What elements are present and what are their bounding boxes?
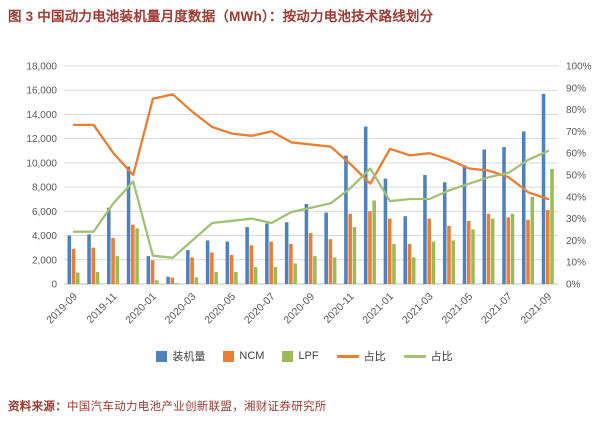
x-axis-labels: 2019-09 2019-11 2020-01 2020-03 2020-05 2020-… (44, 291, 554, 327)
svg-text:2020-01: 2020-01 (123, 291, 159, 327)
svg-text:0: 0 (51, 280, 57, 291)
figure-title: 图 3 中国动力电池装机量月度数据（MWh）：按动力电池技术路线划分 (8, 9, 434, 24)
source-label: 资料来源： (8, 401, 67, 413)
legend-label-lpf-share: 占比 (430, 351, 453, 363)
svg-text:10%: 10% (566, 258, 586, 269)
svg-text:50%: 50% (566, 171, 586, 182)
legend-label-installed: 装机量 (172, 351, 206, 363)
svg-text:60%: 60% (566, 149, 586, 160)
svg-text:16,000: 16,000 (26, 86, 57, 97)
svg-text:2021-07: 2021-07 (479, 291, 515, 327)
grid-lines (64, 65, 558, 285)
bars-lpf (76, 168, 554, 284)
svg-text:2020-05: 2020-05 (202, 291, 238, 327)
bars-installed (67, 93, 546, 284)
svg-text:30%: 30% (566, 214, 586, 225)
legend-label-ncm: NCM (239, 350, 265, 362)
legend-item-ncm: NCM (223, 350, 264, 362)
legend-label-lpf: LPF (298, 350, 319, 362)
line-lpf-share (72, 149, 550, 259)
svg-text:12,000: 12,000 (26, 134, 57, 145)
svg-text:40%: 40% (566, 192, 586, 203)
svg-text:70%: 70% (566, 127, 586, 138)
svg-text:20%: 20% (566, 236, 586, 247)
legend-item-lpf: LPF (282, 350, 319, 362)
svg-text:8,000: 8,000 (32, 183, 57, 194)
bars-ncm (71, 210, 550, 284)
svg-text:2021-09: 2021-09 (518, 291, 554, 327)
svg-text:2,000: 2,000 (32, 255, 57, 266)
svg-text:6,000: 6,000 (32, 207, 57, 218)
legend-line-swatch-ncm-share (336, 354, 359, 358)
svg-text:80%: 80% (566, 105, 586, 116)
legend-label-ncm-share: 占比 (363, 351, 386, 363)
chart-canvas: 0 2,000 4,000 6,000 8,000 10,000 12,000 14,000 1… (26, 62, 592, 327)
line-ncm-share (72, 93, 550, 201)
y-axis-right-labels: 0% 10% 20% 30% 40% 50% 60% 70% 80% 90% 100% (566, 62, 592, 291)
legend-square-swatch-ncm (223, 350, 235, 362)
svg-text:2020-09: 2020-09 (281, 291, 317, 327)
svg-text:2020-07: 2020-07 (242, 291, 278, 327)
y-axis-left-labels: 0 2,000 4,000 6,000 8,000 10,000 12,000 14,000 1… (26, 62, 57, 291)
svg-text:18,000: 18,000 (26, 62, 57, 73)
svg-text:2020-03: 2020-03 (163, 291, 199, 327)
svg-text:90%: 90% (566, 83, 586, 94)
svg-text:14,000: 14,000 (26, 110, 57, 121)
source-text: 中国汽车动力电池产业创新联盟，湘财证券研究所 (67, 401, 327, 413)
legend-square-swatch-lpf (282, 350, 294, 362)
source-note: 资料来源：中国汽车动力电池产业创新联盟，湘财证券研究所 (8, 398, 327, 414)
svg-text:4,000: 4,000 (32, 231, 57, 242)
legend-line-swatch-lpf-share (403, 354, 426, 358)
legend-item-installed: 装机量 (156, 348, 205, 364)
svg-text:100%: 100% (566, 62, 592, 73)
svg-text:2020-11: 2020-11 (321, 291, 356, 326)
svg-text:2019-09: 2019-09 (44, 291, 80, 327)
chart-legend: 装机量 NCM LPF 占比 占比 (0, 348, 609, 364)
svg-text:2021-01: 2021-01 (360, 291, 396, 327)
svg-text:2021-03: 2021-03 (400, 291, 436, 327)
legend-item-ncm-share: 占比 (336, 348, 386, 364)
svg-text:0%: 0% (566, 280, 581, 291)
svg-text:2019-11: 2019-11 (84, 291, 119, 326)
svg-text:10,000: 10,000 (26, 158, 57, 169)
svg-text:2021-05: 2021-05 (439, 291, 475, 327)
legend-square-swatch-installed (156, 350, 168, 362)
legend-item-lpf-share: 占比 (403, 348, 453, 364)
